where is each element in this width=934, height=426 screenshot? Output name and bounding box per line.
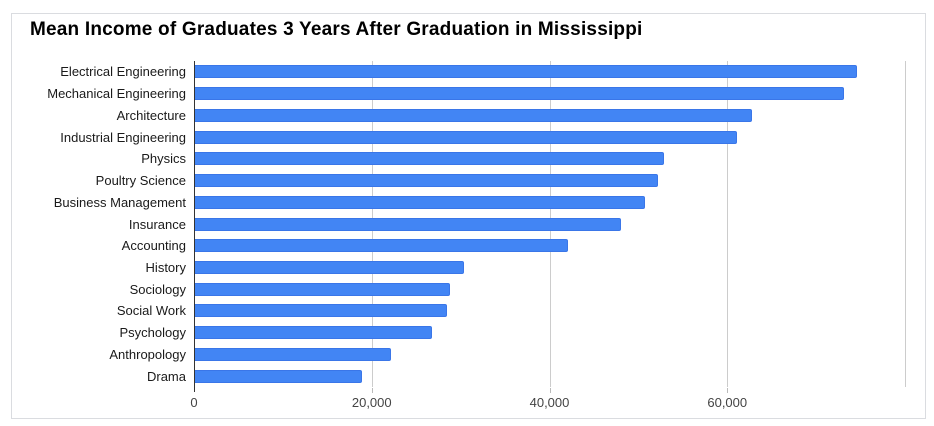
x-tick-label-60000: 60,000 bbox=[707, 395, 748, 410]
bar-business-management bbox=[195, 195, 645, 209]
category-label-business-management: Business Management bbox=[53, 194, 186, 210]
bar-mechanical-engineering bbox=[195, 87, 844, 101]
bar-history bbox=[195, 260, 465, 274]
category-label-sociology: Sociology bbox=[129, 281, 186, 297]
bar-anthropology bbox=[195, 347, 392, 361]
category-label-history: History bbox=[145, 259, 186, 275]
chart-frame bbox=[11, 13, 926, 419]
bar-insurance bbox=[195, 217, 621, 231]
category-label-electrical-engineering: Electrical Engineering bbox=[60, 64, 186, 80]
category-label-industrial-engineering: Industrial Engineering bbox=[60, 129, 186, 145]
bar-accounting bbox=[195, 239, 569, 253]
gridline-60000 bbox=[727, 61, 729, 387]
category-label-anthropology: Anthropology bbox=[109, 346, 186, 362]
bar-psychology bbox=[195, 326, 433, 340]
bar-electrical-engineering bbox=[195, 65, 858, 79]
x-tick-mark-40000 bbox=[549, 388, 551, 393]
bar-poultry-science bbox=[195, 174, 659, 188]
category-label-mechanical-engineering: Mechanical Engineering bbox=[47, 86, 186, 102]
x-tick-mark-20000 bbox=[371, 388, 373, 393]
category-label-physics: Physics bbox=[141, 151, 186, 167]
bar-sociology bbox=[195, 282, 451, 296]
category-label-social-work: Social Work bbox=[116, 303, 186, 319]
x-tick-mark-60000 bbox=[727, 388, 729, 393]
gridline-80000 bbox=[905, 61, 906, 387]
bar-industrial-engineering bbox=[195, 130, 738, 144]
category-label-drama: Drama bbox=[146, 368, 186, 384]
category-label-insurance: Insurance bbox=[128, 216, 186, 232]
category-label-accounting: Accounting bbox=[121, 238, 186, 254]
x-tick-label-0: 0 bbox=[190, 395, 198, 410]
x-tick-label-40000: 40,000 bbox=[529, 395, 570, 410]
category-label-psychology: Psychology bbox=[119, 325, 186, 341]
axis-baseline bbox=[194, 61, 195, 392]
bar-drama bbox=[195, 369, 363, 383]
bar-architecture bbox=[195, 108, 753, 122]
category-label-poultry-science: Poultry Science bbox=[95, 173, 186, 189]
bar-physics bbox=[195, 152, 665, 166]
x-tick-label-20000: 20,000 bbox=[351, 395, 392, 410]
bar-social-work bbox=[195, 304, 447, 318]
chart-title: Mean Income of Graduates 3 Years After G… bbox=[30, 19, 643, 40]
category-label-architecture: Architecture bbox=[116, 107, 186, 123]
